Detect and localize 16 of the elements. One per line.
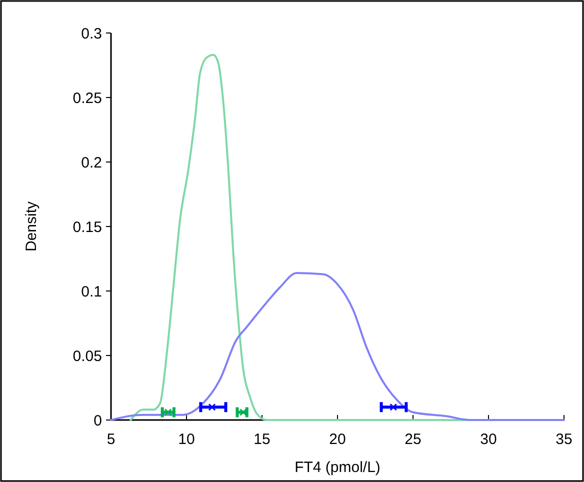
- y-axis-title: Density: [23, 201, 40, 252]
- x-axis-title: FT4 (pmol/L): [294, 459, 380, 476]
- x-tick-label: 15: [254, 431, 270, 448]
- y-tick-label: 0.05: [72, 348, 102, 365]
- x-tick-label: 35: [556, 431, 572, 448]
- y-tick-label: 0.2: [81, 154, 102, 172]
- x-tick-label: 5: [106, 431, 116, 448]
- x-tick-label: 30: [480, 431, 497, 448]
- x-tick-label: 20: [329, 431, 346, 448]
- x-tick-label: 25: [404, 431, 422, 448]
- y-tick-label: 0.1: [81, 283, 102, 300]
- y-tick-label: 0: [94, 412, 102, 430]
- y-tick-label: 0.25: [72, 90, 102, 107]
- y-tick-label: 0.3: [81, 25, 102, 42]
- y-tick-label: 0.15: [72, 218, 102, 236]
- x-tick-label: 10: [178, 431, 195, 448]
